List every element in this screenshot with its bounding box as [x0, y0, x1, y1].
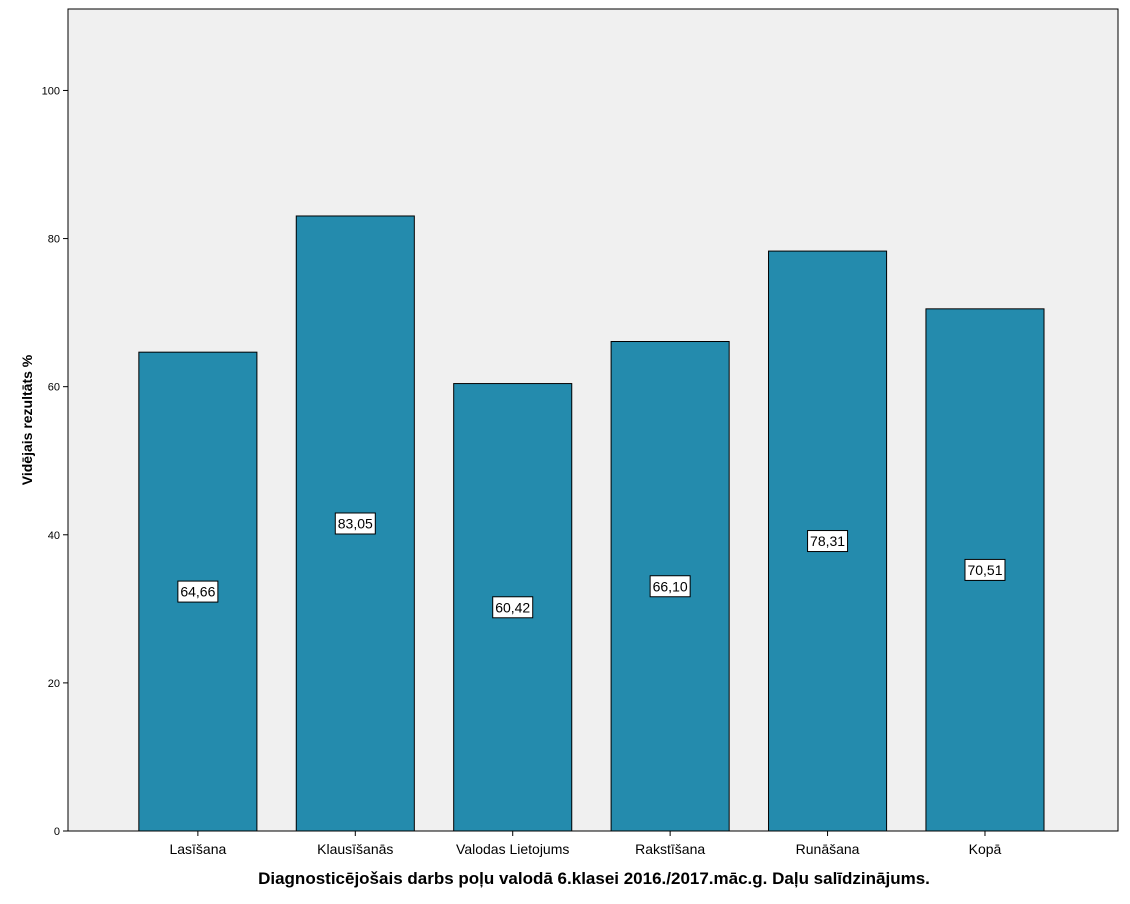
y-axis-title: Vidējais rezultāts %	[19, 354, 35, 485]
x-tick-label: Rakstīšana	[635, 841, 705, 857]
data-label-box	[177, 580, 219, 603]
data-label-box	[492, 596, 534, 619]
data-label-box	[964, 558, 1006, 581]
data-label: 70,51	[967, 562, 1002, 578]
y-tick-label: 40	[48, 530, 60, 542]
x-tick-label: Klausīšanās	[317, 841, 393, 857]
y-tick-label: 0	[54, 826, 60, 838]
x-tick-label: Lasīšana	[169, 841, 226, 857]
data-label: 83,05	[338, 515, 373, 531]
x-tick-label: Kopā	[969, 841, 1002, 857]
x-axis-title: Diagnosticējošais darbs poļu valodā 6.kl…	[258, 869, 930, 888]
y-tick-label: 80	[48, 234, 60, 246]
data-label: 78,31	[810, 533, 845, 549]
data-label: 66,10	[653, 578, 688, 594]
data-label: 64,66	[180, 584, 215, 600]
x-tick-label: Runāšana	[796, 841, 860, 857]
x-tick-label: Valodas Lietojums	[456, 841, 569, 857]
y-tick-label: 100	[42, 85, 60, 97]
y-tick-label: 60	[48, 382, 60, 394]
y-tick-label: 20	[48, 678, 60, 690]
data-label: 60,42	[495, 599, 530, 615]
data-label-box	[334, 512, 376, 535]
data-label-box	[807, 530, 849, 553]
data-label-box	[649, 575, 691, 598]
